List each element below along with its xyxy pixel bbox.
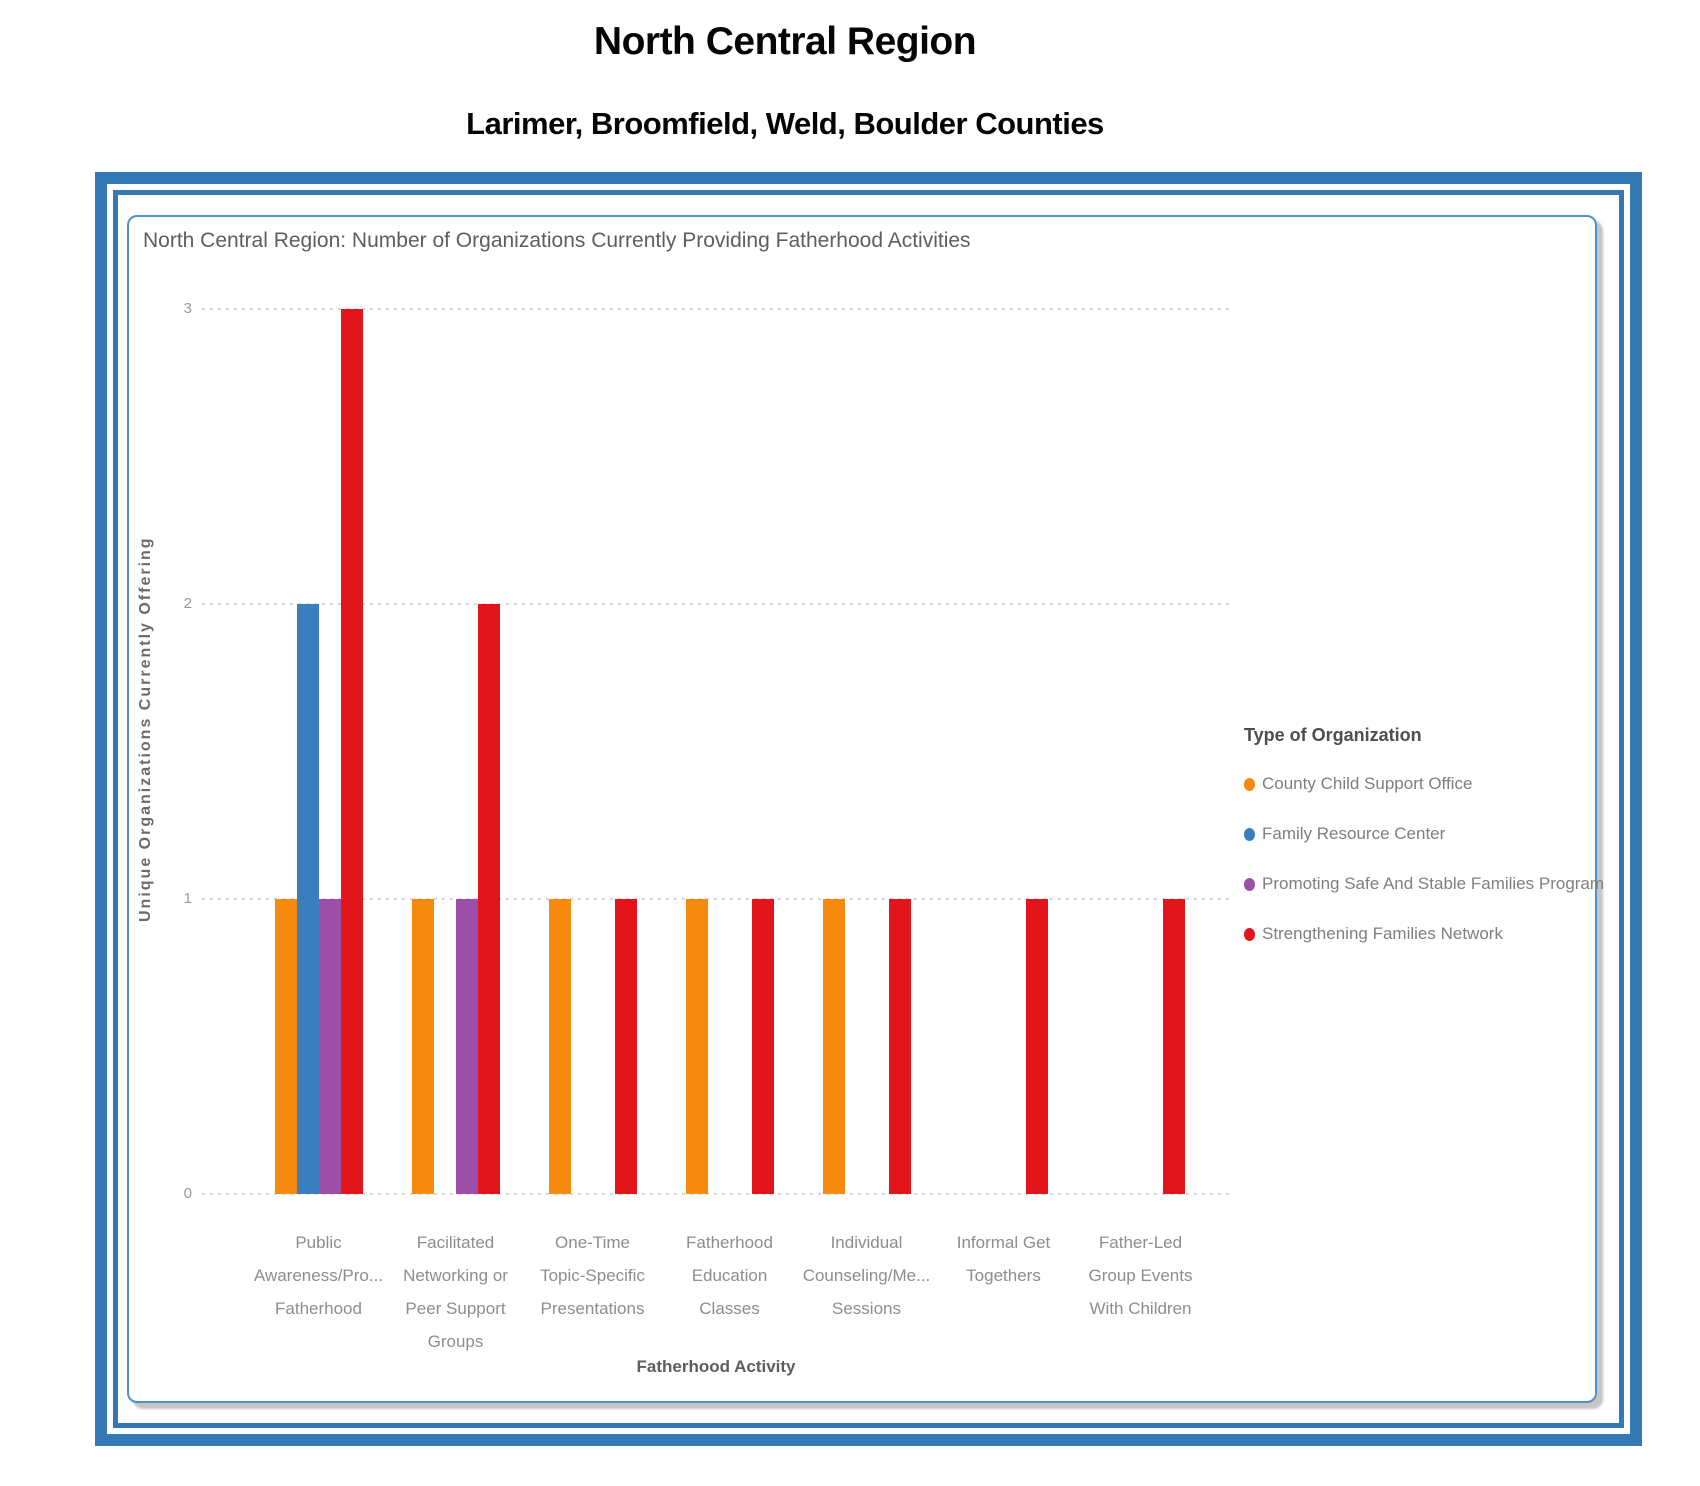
- gridline-y-2: [202, 603, 1230, 605]
- x-category-label: Father-Led Group Events With Children: [1061, 1226, 1221, 1325]
- x-category-label: Individual Counseling/Me... Sessions: [787, 1226, 947, 1325]
- report-frame: North Central Region: Number of Organiza…: [95, 172, 1642, 1446]
- x-category-label-line: Classes: [699, 1299, 760, 1318]
- y-tick-label: 2: [183, 595, 192, 612]
- x-category-label: Facilitated Networking or Peer Support Grou…: [376, 1226, 536, 1358]
- y-tick-label: 3: [183, 300, 192, 317]
- x-category-label-line: Groups: [427, 1332, 484, 1351]
- chart-bar[interactable]: [296, 604, 319, 1194]
- x-category-label-line: Education: [691, 1266, 768, 1285]
- x-category-label-line: With Children: [1089, 1299, 1192, 1318]
- x-category-label-line: Counseling/Me...: [802, 1266, 931, 1285]
- legend-item[interactable]: Family Resource Center: [1244, 809, 1596, 859]
- x-category-label-line: Awareness/Pro...: [253, 1266, 384, 1285]
- x-category-label-line: Fatherhood: [275, 1299, 362, 1318]
- x-category-label-line: Individual: [830, 1233, 903, 1252]
- report-frame-inner: North Central Region: Number of Organiza…: [113, 190, 1624, 1428]
- chart-bar[interactable]: [455, 899, 478, 1194]
- x-category-label-line: One-Time: [555, 1233, 630, 1252]
- y-axis-title: Unique Organizations Currently Offering: [137, 536, 154, 922]
- legend-title: Type of Organization: [1244, 725, 1422, 745]
- x-category-label-line: Togethers: [966, 1266, 1041, 1285]
- legend-item[interactable]: Promoting Safe And Stable Families Progr…: [1244, 859, 1604, 909]
- legend-color-dot-icon: [1244, 777, 1255, 791]
- chart-bar[interactable]: [751, 899, 774, 1194]
- x-category-label-line: Father-Led: [1098, 1233, 1183, 1252]
- page-subtitle: Larimer, Broomfield, Weld, Boulder Count…: [466, 106, 1104, 141]
- x-category-label-line: Public: [295, 1233, 342, 1252]
- legend-color-dot-icon: [1244, 927, 1255, 941]
- x-category-label-line: Sessions: [832, 1299, 901, 1318]
- chart-title: North Central Region: Number of Organiza…: [143, 229, 971, 252]
- x-category-label: Public Awareness/Pro... Fatherhood: [239, 1226, 399, 1325]
- x-category-label-line: Facilitated: [416, 1233, 495, 1252]
- chart-bar[interactable]: [1025, 899, 1048, 1194]
- x-category-label: Fatherhood Education Classes: [650, 1226, 810, 1325]
- legend-label: Family Resource Center: [1262, 824, 1446, 843]
- gridline-y-0: [202, 1193, 1230, 1195]
- x-category-label-line: Group Events: [1088, 1266, 1193, 1285]
- x-category-label-line: Presentations: [540, 1299, 645, 1318]
- chart-bar[interactable]: [477, 604, 500, 1194]
- x-axis-title: Fatherhood Activity: [636, 1357, 796, 1376]
- chart-bar[interactable]: [340, 309, 363, 1194]
- chart-bar[interactable]: [411, 899, 434, 1194]
- legend-label: Promoting Safe And Stable Families Progr…: [1262, 874, 1605, 893]
- chart-bar[interactable]: [318, 899, 341, 1194]
- legend-item[interactable]: County Child Support Office: [1244, 759, 1596, 809]
- legend-label: Strengthening Families Network: [1262, 924, 1503, 943]
- x-category-label-line: Fatherhood: [686, 1233, 773, 1252]
- gridline-y-3: [202, 308, 1230, 310]
- chart-bar[interactable]: [274, 899, 297, 1194]
- y-tick-label: 0: [183, 1185, 192, 1202]
- chart-bar[interactable]: [685, 899, 708, 1194]
- x-category-label-line: Topic-Specific: [540, 1266, 645, 1285]
- chart-panel: North Central Region: Number of Organiza…: [127, 215, 1604, 1403]
- plot-area: 0 1 2 3 Public Awareness/Pro... Fatherhood Faci…: [129, 217, 1595, 1401]
- x-category-label-line: Peer Support: [405, 1299, 506, 1318]
- legend-color-dot-icon: [1244, 877, 1255, 891]
- legend-color-dot-icon: [1244, 827, 1255, 841]
- chart-bar[interactable]: [614, 899, 637, 1194]
- x-category-label: Informal Get Togethers: [924, 1226, 1084, 1292]
- chart-bar[interactable]: [888, 899, 911, 1194]
- chart-bar[interactable]: [822, 899, 845, 1194]
- x-category-label-line: Informal Get: [956, 1233, 1051, 1252]
- gridline-y-1: [202, 898, 1230, 900]
- legend-items: County Child Support Office Family Resour…: [1244, 759, 1604, 959]
- x-category-label: One-Time Topic-Specific Presentations: [513, 1226, 673, 1325]
- chart-bar[interactable]: [1162, 899, 1185, 1194]
- y-tick-label: 1: [183, 890, 192, 907]
- legend-label: County Child Support Office: [1262, 774, 1473, 793]
- x-category-label-line: Networking or: [403, 1266, 508, 1285]
- legend: Type of Organization County Child Suppor…: [1244, 722, 1604, 959]
- legend-item[interactable]: Strengthening Families Network: [1244, 909, 1596, 959]
- chart-bar[interactable]: [548, 899, 571, 1194]
- page-title: North Central Region: [593, 20, 977, 63]
